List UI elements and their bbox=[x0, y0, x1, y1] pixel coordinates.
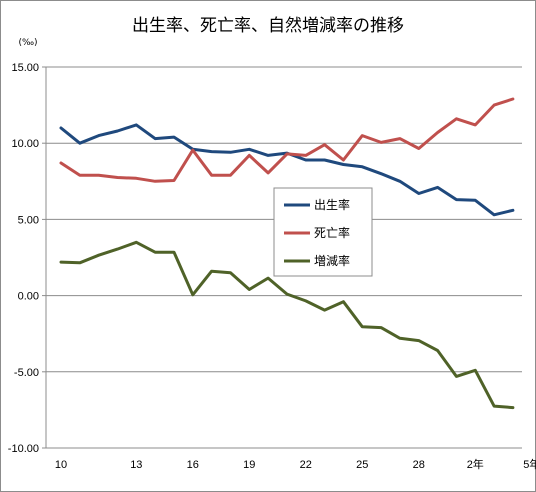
series-lines bbox=[59, 97, 515, 410]
x-tick-labels: 10 13 16 19 22 25 28 2年 5年 bbox=[55, 457, 536, 471]
x-tick-label: 22 bbox=[300, 459, 312, 471]
y-tick-label: 5.00 bbox=[18, 214, 39, 226]
x-tick-label: 2年 bbox=[467, 457, 484, 471]
x-tick-label: 28 bbox=[413, 459, 425, 471]
x-tick-label: 16 bbox=[187, 459, 199, 471]
x-tick-label: 5年 bbox=[523, 457, 536, 471]
y-tick-label: 10.00 bbox=[11, 138, 39, 150]
legend-label: 死亡率 bbox=[314, 225, 350, 240]
x-tick-label: 10 bbox=[55, 459, 67, 471]
series-line-2 bbox=[59, 97, 515, 183]
series-line-3 bbox=[59, 240, 515, 410]
y-tick-label: 15.00 bbox=[11, 62, 39, 74]
x-tick-label: 25 bbox=[356, 459, 368, 471]
y-axis-unit: (‰) bbox=[18, 38, 37, 48]
y-tick-label: -5.00 bbox=[14, 367, 39, 379]
y-tick-labels: 15.00 10.00 5.00 0.00 -5.00 -10.00 bbox=[8, 62, 39, 455]
y-tick-label: 0.00 bbox=[18, 291, 39, 303]
chart-title: 出生率、死亡率、自然増減率の推移 bbox=[132, 16, 404, 36]
y-tick-label: -10.00 bbox=[8, 443, 39, 455]
axes bbox=[45, 67, 522, 449]
x-tick-label: 13 bbox=[130, 459, 142, 471]
legend-label: 増減率 bbox=[314, 253, 350, 268]
legend-label: 出生率 bbox=[314, 197, 350, 212]
x-tick-label: 19 bbox=[243, 459, 255, 471]
